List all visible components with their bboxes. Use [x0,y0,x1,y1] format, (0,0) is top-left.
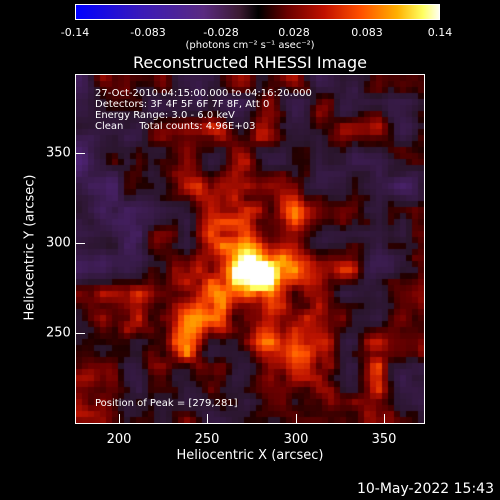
x-tick-label: 350 [371,432,397,447]
x-axis-label: Heliocentric X (arcsec) [176,448,324,463]
rhessi-image [76,75,424,423]
colorbar-tick-label: 0.083 [351,26,383,39]
x-tick-label: 250 [194,432,220,447]
image-plot-area [75,74,425,424]
x-tick-mark [119,414,120,424]
x-tick-mark [296,414,297,424]
y-tick-label: 250 [46,325,71,341]
info-detectors: Detectors: 3F 4F 5F 6F 7F 8F, Att 0 [95,99,270,110]
x-tick-mark [207,414,208,424]
info-energy-range: Energy Range: 3.0 - 6.0 keV [95,110,235,121]
colorbar [75,4,440,20]
colorbar-tick-label: 0.028 [278,26,310,39]
colorbar-tick-label: 0.14 [427,26,453,39]
y-tick-mark [75,153,85,154]
x-tick-mark [384,414,385,424]
plot-title: Reconstructed RHESSI Image [133,53,367,72]
y-tick-mark [75,333,85,334]
info-time-range: 27-Oct-2010 04:15:00.000 to 04:16:20.000 [95,88,312,99]
info-clean-counts: Clean Total counts: 4.96E+03 [95,121,256,132]
y-tick-mark [75,243,85,244]
colorbar-tick-label: -0.14 [60,26,90,39]
colorbar-tick-label: -0.083 [130,26,166,39]
colorbar-tick-label: -0.028 [203,26,239,39]
y-tick-label: 350 [46,145,71,161]
x-tick-label: 200 [106,432,132,447]
y-axis-label: Heliocentric Y (arcsec) [22,174,38,321]
y-tick-label: 300 [46,235,71,251]
colorbar-gradient [76,5,439,19]
plot-timestamp: 10-May-2022 15:43 [356,481,494,497]
peak-position-label: Position of Peak = [279,281] [95,398,238,409]
x-tick-label: 300 [283,432,309,447]
colorbar-units: (photons cm⁻² s⁻¹ asec⁻²) [185,40,315,51]
